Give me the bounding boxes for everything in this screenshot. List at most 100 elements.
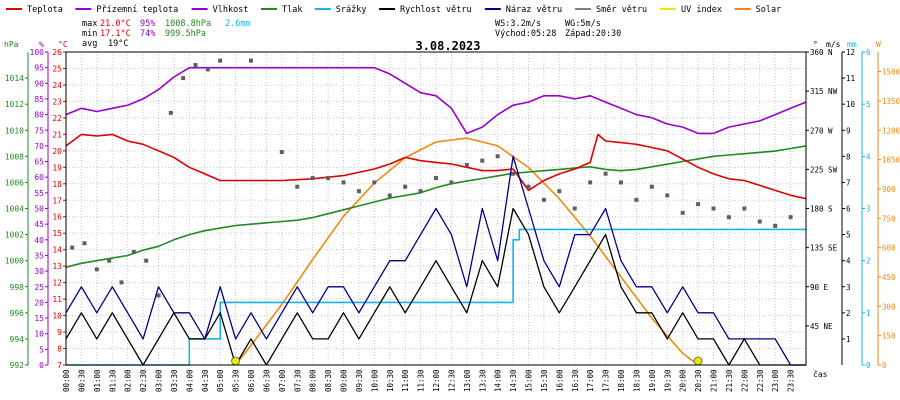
rain-tick-label: 0 [866,361,871,370]
uv-index-point [693,356,703,366]
humidity-tick-label: 5 [39,345,44,354]
smer-vetru-point [403,184,408,189]
legend-label: Tlak [282,5,302,15]
temperature-tick-label: 25 [52,64,62,73]
stats-min-press: 999.5hPa [165,29,206,39]
humidity-tick-label: 50 [34,205,44,214]
legend: Teplota Přízemní teplota Vlhkost Tlak Srážky… [6,5,781,15]
smer-vetru-point [82,241,87,246]
wind_speed-tick-label: 11 [846,74,855,83]
smer-vetru-point [742,206,747,211]
stats-min-temp: 17.1°C [100,29,131,39]
wind_speed-tick-label: 4 [846,257,851,266]
x-tick-label: 10:00 [370,369,379,392]
x-tick-label: 16:30 [571,369,580,392]
wind_speed-tick-label: 9 [846,126,851,135]
unit-w: W [876,40,881,49]
x-tick-label: 14:30 [509,369,518,392]
stats-min-label: min [82,29,97,39]
x-tick-label: 17:30 [602,369,611,392]
humidity-tick-label: 10 [34,330,44,339]
smer-vetru-point [119,280,124,285]
smer-vetru-point [588,180,593,185]
wind_speed-tick-label: 7 [846,178,851,187]
temperature-tick-label: 23 [52,97,62,106]
rain-tick-label: 2 [866,257,871,266]
temperature-tick-label: 17 [52,196,62,205]
smer-vetru-point [356,189,361,194]
x-tick-label: 09:00 [340,369,349,392]
x-tick-label: 20:30 [694,369,703,392]
wind_speed-tick-label: 12 [846,48,855,57]
x-tick-label: 11:00 [401,369,410,392]
smer-vetru-point [434,176,438,181]
x-tick-label: 01:00 [93,369,102,392]
pressure-tick-label: 1004 [5,205,24,214]
temperature-tick-label: 18 [52,180,62,189]
legend-label: Srážky [336,5,367,15]
wind_speed-tick-label: 2 [846,309,851,318]
x-tick-label: 23:00 [771,369,780,392]
temperature-tick-label: 24 [52,81,62,90]
humidity-tick-label: 55 [34,189,44,198]
temperature-tick-label: 12 [52,279,62,288]
pressure-tick-label: 1002 [5,231,24,240]
smer-vetru-point [193,63,198,68]
rain-tick-label: 6 [866,48,871,57]
smer-vetru-point [181,76,186,81]
x-tick-label: 19:30 [663,369,672,392]
temperature-tick-label: 10 [52,312,62,321]
smer-vetru-point [495,154,500,159]
temperature-tick-label: 26 [52,48,62,57]
smer-vetru-point [726,215,731,220]
rain-tick-label: 4 [866,152,871,161]
stats-max-rain: 2.6mm [225,19,251,29]
temperature-tick-label: 15 [52,229,62,238]
x-tick-label: 12:30 [447,369,456,392]
temperature-tick-label: 21 [52,130,62,139]
smer-vetru-point [372,180,377,185]
legend-label: UV index [681,5,722,15]
pressure-tick-label: 1000 [5,257,24,266]
humidity-tick-label: 60 [34,173,44,182]
wind_speed-tick-label: 3 [846,283,851,292]
temperature-tick-label: 14 [52,246,62,255]
smer-vetru-point [464,163,469,168]
unit-degc: °C [58,40,68,49]
stats-max-label: max [82,19,97,29]
uv-index-point [231,356,240,366]
smer-vetru-point [788,215,793,220]
smer-vetru-point [757,219,762,224]
x-tick-label: 23:30 [787,369,796,392]
solar-tick-label: 150 [882,332,896,341]
solar-tick-label: 1350 [882,97,900,106]
smer-vetru-point [711,206,716,211]
x-tick-label: 13:00 [463,369,472,392]
x-tick-label: 21:30 [725,369,734,392]
smer-vetru-point [341,180,346,185]
x-tick-label: 13:30 [478,369,487,392]
x-tick-label: 12:00 [432,369,441,392]
unit-cas: čas [813,369,828,379]
temperature-tick-label: 20 [52,147,62,156]
x-tick-label: 05:00 [216,369,225,392]
smer-vetru-point [619,180,623,185]
unit-ms: m/s [826,40,841,49]
rain-tick-label: 1 [866,309,871,318]
solar-tick-label: 1200 [882,126,900,135]
smer-vetru-point [94,267,99,272]
smer-vetru-point [557,189,562,194]
humidity-tick-label: 95 [34,64,44,73]
x-tick-label: 02:00 [124,369,133,392]
x-tick-label: 22:00 [740,369,749,392]
x-tick-label: 01:30 [108,369,117,392]
pressure-tick-label: 1006 [5,178,24,187]
wind-info: WS:3.2m/s WG:5m/s Východ:05:28 Západ:20:… [495,19,621,39]
unit-hpa: hPa [4,40,19,49]
humidity-tick-label: 100 [30,48,45,57]
unit-deg: ° [813,40,818,49]
smer-vetru-point [526,184,531,189]
smer-vetru-point [326,176,331,181]
wind_speed-tick-label: 1 [846,335,851,344]
